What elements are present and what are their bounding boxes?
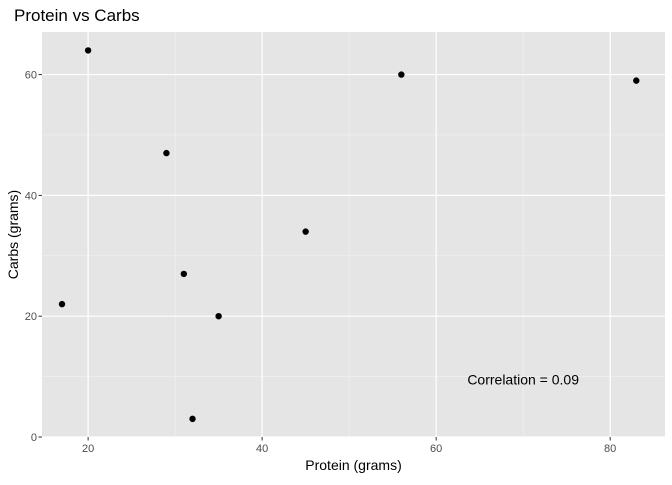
correlation-annotation: Correlation = 0.09 bbox=[467, 372, 579, 388]
x-axis-title: Protein (grams) bbox=[305, 457, 401, 473]
x-axis-tick-labels: 20 40 60 80 bbox=[82, 443, 616, 455]
y-tick-label: 40 bbox=[25, 190, 37, 202]
x-tick-label: 20 bbox=[82, 443, 94, 455]
plot-panel bbox=[42, 32, 665, 437]
data-point bbox=[189, 415, 196, 423]
y-axis-title: Carbs (grams) bbox=[5, 190, 21, 279]
data-point bbox=[163, 149, 170, 157]
x-tick-label: 60 bbox=[430, 443, 442, 455]
x-tick-label: 40 bbox=[256, 443, 268, 455]
y-axis-tick-labels: 0 20 40 60 bbox=[25, 70, 37, 444]
data-point bbox=[302, 228, 309, 235]
chart-title: Protein vs Carbs bbox=[14, 6, 140, 25]
data-point bbox=[58, 300, 66, 308]
y-tick-label: 0 bbox=[31, 432, 37, 444]
major-gridlines bbox=[42, 32, 665, 438]
data-point bbox=[633, 77, 640, 84]
axis-ticks bbox=[38, 74, 611, 441]
x-tick-label: 80 bbox=[604, 443, 616, 455]
minor-gridlines bbox=[42, 32, 665, 437]
data-point bbox=[180, 270, 188, 278]
data-point bbox=[398, 71, 405, 78]
y-tick-label: 20 bbox=[25, 311, 37, 323]
y-tick-label: 60 bbox=[25, 70, 37, 82]
data-point bbox=[84, 47, 92, 54]
data-point bbox=[215, 312, 222, 320]
data-points bbox=[58, 47, 640, 423]
